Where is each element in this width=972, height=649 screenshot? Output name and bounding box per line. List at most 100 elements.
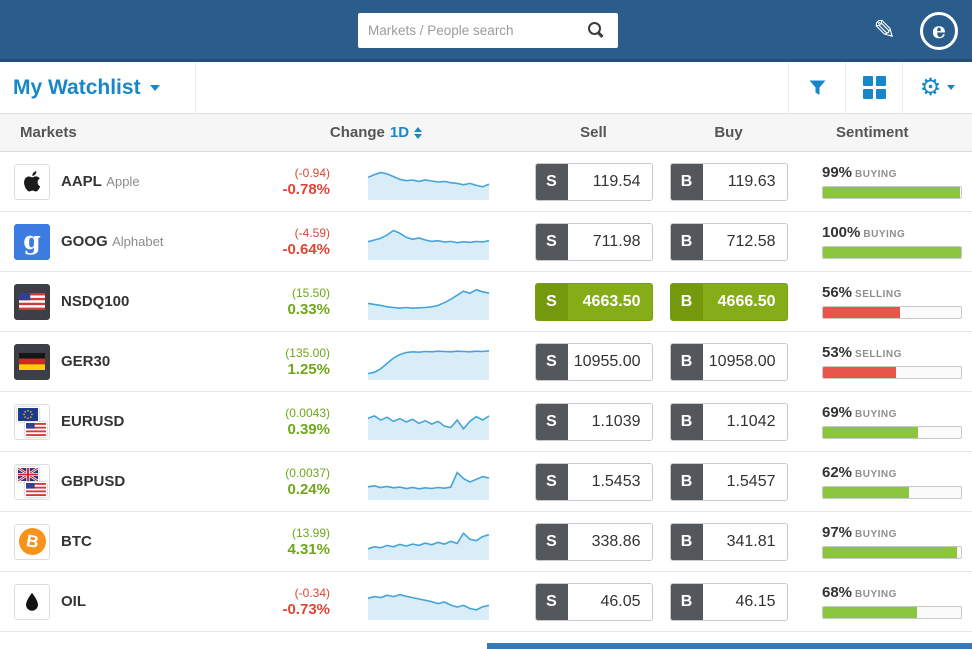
instrument-symbol: NSDQ100 bbox=[61, 292, 130, 310]
settings-button[interactable]: ⚙ bbox=[902, 62, 972, 113]
sentiment-label: BUYING bbox=[855, 589, 897, 600]
watchlist-selector[interactable]: My Watchlist bbox=[0, 62, 196, 113]
buy-tag: B bbox=[670, 163, 703, 200]
sell-tag: S bbox=[535, 583, 568, 620]
sell-button[interactable]: S 1.1039 bbox=[534, 402, 653, 441]
change-cell: (-0.94) -0.78% bbox=[226, 166, 330, 198]
table-row[interactable]: GER30 (135.00) 1.25% S 10955.00 B 10958.… bbox=[0, 332, 972, 392]
change-cell: (-4.59) -0.64% bbox=[226, 226, 330, 258]
buy-button[interactable]: B 119.63 bbox=[669, 162, 788, 201]
sentiment-label: SELLING bbox=[855, 289, 902, 300]
buy-button[interactable]: B 1.5457 bbox=[669, 462, 788, 501]
etoro-logo-icon[interactable]: e bbox=[920, 12, 958, 50]
sentiment-cell: 69% BUYING bbox=[796, 404, 972, 439]
filter-button[interactable] bbox=[788, 62, 845, 113]
sort-arrows-icon[interactable] bbox=[414, 127, 423, 140]
market-cell[interactable]: OIL bbox=[0, 583, 226, 620]
sell-price: 46.05 bbox=[600, 592, 641, 610]
sell-button[interactable]: S 4663.50 bbox=[534, 282, 653, 321]
sentiment-percent: 62% bbox=[822, 464, 853, 481]
buy-button[interactable]: B 4666.50 bbox=[669, 282, 788, 321]
change-cell: (0.0043) 0.39% bbox=[226, 406, 330, 438]
buy-button[interactable]: B 1.1042 bbox=[669, 402, 788, 441]
sell-tag: S bbox=[535, 343, 568, 380]
sentiment-bar bbox=[822, 306, 962, 319]
sell-price: 119.54 bbox=[592, 172, 641, 190]
grid-icon bbox=[862, 76, 886, 99]
sell-button[interactable]: S 338.86 bbox=[534, 522, 653, 561]
table-row[interactable]: EURUSD (0.0043) 0.39% S 1.1039 B 1.1042 … bbox=[0, 392, 972, 452]
change-percent: -0.73% bbox=[282, 600, 330, 618]
sell-price: 711.98 bbox=[592, 232, 641, 250]
buy-tag: B bbox=[670, 223, 703, 260]
column-header-change[interactable]: Change 1D bbox=[226, 124, 526, 141]
sell-price: 338.86 bbox=[591, 532, 641, 550]
toolbar-spacer bbox=[196, 62, 788, 113]
sentiment-bar-fill bbox=[823, 247, 961, 258]
buy-button[interactable]: B 712.58 bbox=[669, 222, 788, 261]
change-percent: 0.24% bbox=[287, 480, 330, 498]
sentiment-bar-fill bbox=[823, 187, 960, 198]
table-row[interactable]: NSDQ100 (15.50) 0.33% S 4663.50 B 4666.5… bbox=[0, 272, 972, 332]
sell-price: 1.1039 bbox=[591, 412, 641, 430]
table-header: Markets Change 1D Sell Buy Sentiment bbox=[0, 114, 972, 152]
table-row[interactable]: B BTC (13.99) 4.31% S 338.86 B 341.81 bbox=[0, 512, 972, 572]
table-row[interactable]: OIL (-0.34) -0.73% S 46.05 B 46.15 68% BU… bbox=[0, 572, 972, 632]
watchlist-title: My Watchlist bbox=[13, 75, 141, 99]
sentiment-percent: 68% bbox=[822, 584, 853, 601]
search-input[interactable] bbox=[358, 23, 588, 38]
buy-button[interactable]: B 341.81 bbox=[669, 522, 788, 561]
column-header-sentiment: Sentiment bbox=[836, 124, 909, 141]
search-icon[interactable] bbox=[588, 22, 605, 39]
buy-button[interactable]: B 10958.00 bbox=[669, 342, 788, 381]
gear-icon: ⚙ bbox=[919, 74, 942, 101]
buy-tag: B bbox=[670, 583, 703, 620]
sentiment-bar-fill bbox=[823, 487, 909, 498]
sell-button[interactable]: S 1.5453 bbox=[534, 462, 653, 501]
market-cell[interactable]: GER30 bbox=[0, 343, 226, 380]
sell-button[interactable]: S 119.54 bbox=[534, 162, 653, 201]
sentiment-label: BUYING bbox=[855, 469, 897, 480]
sentiment-label: BUYING bbox=[855, 529, 897, 540]
sentiment-label: BUYING bbox=[863, 229, 906, 240]
edit-pencil-icon[interactable]: ✎ bbox=[873, 15, 896, 45]
market-cell[interactable]: EURUSD bbox=[0, 403, 226, 440]
sentiment-cell: 56% SELLING bbox=[796, 284, 972, 319]
sell-tag: S bbox=[535, 523, 568, 560]
sell-button[interactable]: S 46.05 bbox=[534, 582, 653, 621]
search-box[interactable] bbox=[358, 13, 618, 48]
sentiment-percent: 97% bbox=[822, 524, 853, 541]
sentiment-label: BUYING bbox=[855, 409, 897, 420]
market-cell[interactable]: AAPL Apple bbox=[0, 163, 226, 200]
market-cell[interactable]: GBPUSD bbox=[0, 463, 226, 500]
sentiment-cell: 62% BUYING bbox=[796, 464, 972, 499]
buy-price: 4666.50 bbox=[717, 292, 776, 310]
table-row[interactable]: g GOOG Alphabet (-4.59) -0.64% S 711.98 … bbox=[0, 212, 972, 272]
column-header-sell: Sell bbox=[580, 124, 607, 141]
grid-view-button[interactable] bbox=[845, 62, 902, 113]
table-row[interactable]: GBPUSD (0.0037) 0.24% S 1.5453 B 1.5457 … bbox=[0, 452, 972, 512]
market-cell[interactable]: g GOOG Alphabet bbox=[0, 223, 226, 260]
table-row[interactable]: AAPL Apple (-0.94) -0.78% S 119.54 B 119… bbox=[0, 152, 972, 212]
partial-next-row bbox=[487, 643, 972, 649]
change-cell: (-0.34) -0.73% bbox=[226, 586, 330, 618]
buy-button[interactable]: B 46.15 bbox=[669, 582, 788, 621]
change-percent: 4.31% bbox=[287, 540, 330, 558]
sell-price: 10955.00 bbox=[573, 352, 641, 370]
sell-button[interactable]: S 711.98 bbox=[534, 222, 653, 261]
sell-price: 4663.50 bbox=[582, 292, 641, 310]
change-percent: 0.33% bbox=[287, 300, 330, 318]
top-navigation-bar: ✎ e bbox=[0, 0, 972, 62]
sparkline-chart bbox=[330, 217, 526, 266]
instrument-symbol: GOOG bbox=[61, 232, 108, 250]
sell-tag: S bbox=[535, 463, 568, 500]
chevron-down-icon bbox=[149, 84, 160, 91]
sell-tag: S bbox=[535, 223, 568, 260]
market-cell[interactable]: B BTC bbox=[0, 523, 226, 560]
buy-tag: B bbox=[670, 343, 703, 380]
market-cell[interactable]: NSDQ100 bbox=[0, 283, 226, 320]
change-absolute: (13.99) bbox=[291, 525, 330, 540]
funnel-icon bbox=[809, 80, 825, 95]
sell-button[interactable]: S 10955.00 bbox=[534, 342, 653, 381]
buy-tag: B bbox=[670, 523, 703, 560]
